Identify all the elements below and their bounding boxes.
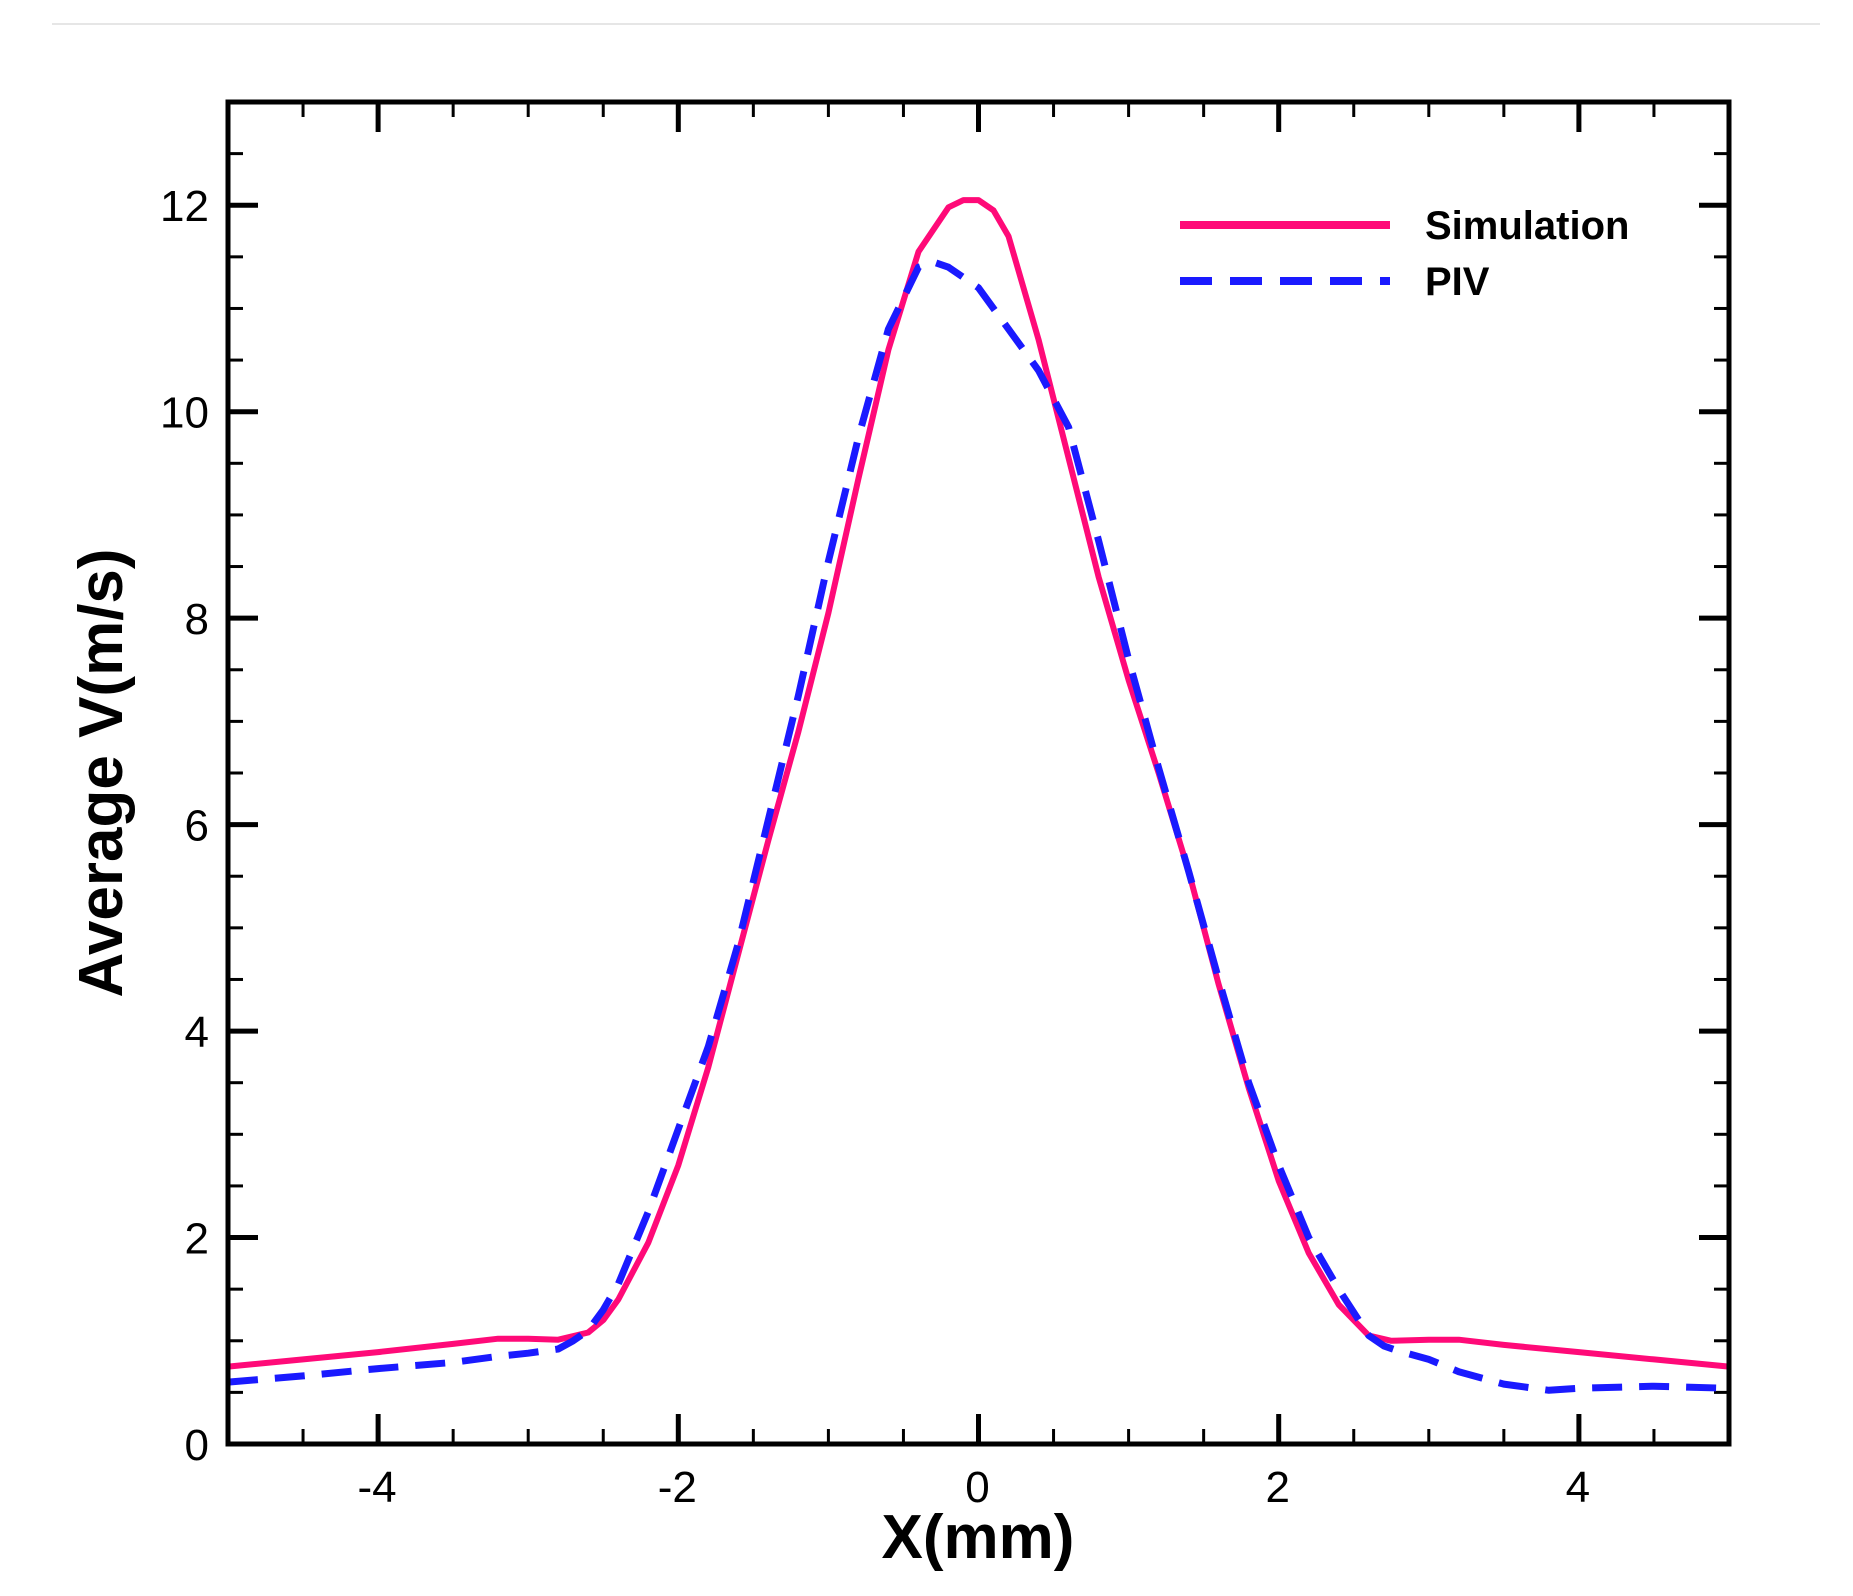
y-tick-label: 4 bbox=[185, 1008, 209, 1057]
legend-label-simulation: Simulation bbox=[1425, 204, 1629, 248]
x-tick-label: 2 bbox=[1265, 1463, 1289, 1512]
series-line-piv bbox=[227, 258, 1730, 1394]
y-tick-label: 10 bbox=[160, 389, 209, 438]
x-axis-title: X(mm) bbox=[882, 1503, 1075, 1572]
y-tick-label: 6 bbox=[185, 802, 209, 851]
plot-frame bbox=[225, 99, 1732, 1447]
y-tick-labels: 0 2 4 6 8 10 12 bbox=[160, 182, 209, 1470]
x-tick-label: 4 bbox=[1566, 1463, 1590, 1512]
series-layer bbox=[227, 197, 1730, 1394]
x-tick-label: -2 bbox=[658, 1463, 697, 1512]
x-tick-label: 0 bbox=[965, 1463, 989, 1512]
minor-ticks bbox=[226, 100, 1731, 1444]
y-tick-label: 0 bbox=[185, 1421, 209, 1470]
major-ticks bbox=[228, 102, 1729, 1447]
y-tick-label: 12 bbox=[160, 182, 209, 231]
y-tick-label: 8 bbox=[185, 595, 209, 644]
legend-label-piv: PIV bbox=[1425, 260, 1490, 304]
y-axis-title: Average V(m/s) bbox=[67, 548, 136, 997]
legend: Simulation PIV bbox=[1180, 204, 1629, 304]
x-tick-label: -4 bbox=[358, 1463, 397, 1512]
y-tick-label: 2 bbox=[185, 1215, 209, 1264]
series-line-simulation bbox=[227, 197, 1730, 1370]
x-tick-labels: -4 -2 0 2 4 bbox=[358, 1463, 1591, 1512]
